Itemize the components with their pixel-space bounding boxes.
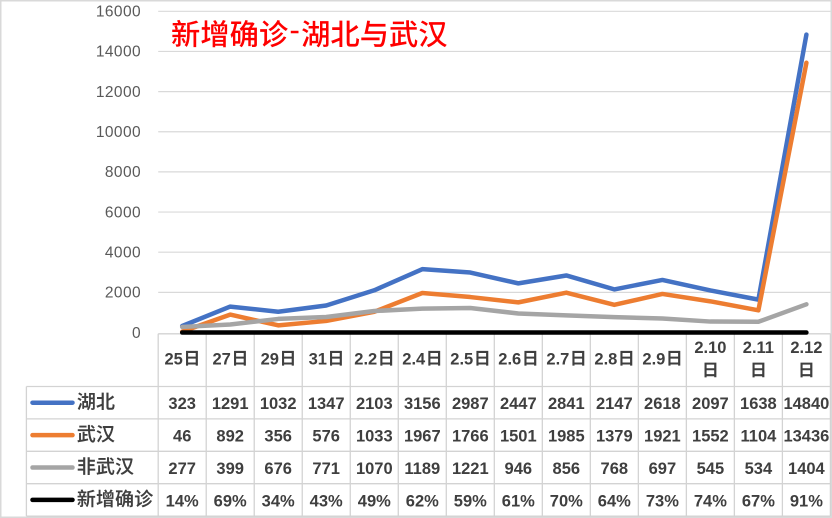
svg-text:1404: 1404 [788, 460, 826, 478]
svg-text:64%: 64% [598, 492, 631, 510]
svg-text:771: 771 [312, 460, 340, 478]
svg-text:43%: 43% [310, 492, 343, 510]
svg-text:69%: 69% [214, 492, 247, 510]
svg-text:399: 399 [216, 460, 244, 478]
svg-text:3156: 3156 [404, 395, 441, 413]
svg-text:4000: 4000 [105, 245, 141, 262]
svg-text:1033: 1033 [356, 428, 393, 446]
svg-text:14%: 14% [166, 492, 199, 510]
svg-text:1032: 1032 [260, 395, 297, 413]
svg-text:534: 534 [745, 460, 773, 478]
svg-text:1638: 1638 [740, 395, 777, 413]
svg-text:0: 0 [132, 325, 141, 342]
svg-text:31: 31 [309, 350, 327, 368]
svg-text:1291: 1291 [212, 395, 249, 413]
svg-text:13436: 13436 [783, 428, 829, 446]
svg-text:61%: 61% [502, 492, 535, 510]
svg-text:2.12: 2.12 [790, 339, 822, 357]
svg-text:768: 768 [601, 460, 629, 478]
svg-text:2987: 2987 [452, 395, 489, 413]
svg-text:2841: 2841 [548, 395, 585, 413]
svg-text:892: 892 [216, 428, 244, 446]
svg-text:2.9: 2.9 [642, 350, 665, 368]
svg-text:12000: 12000 [96, 84, 141, 101]
svg-text:67%: 67% [742, 492, 775, 510]
svg-text:73%: 73% [646, 492, 679, 510]
svg-text:10000: 10000 [96, 124, 141, 141]
svg-text:49%: 49% [358, 492, 391, 510]
svg-text:25: 25 [165, 350, 183, 368]
svg-text:697: 697 [649, 460, 677, 478]
svg-text:1347: 1347 [308, 395, 345, 413]
svg-text:2447: 2447 [500, 395, 537, 413]
svg-text:676: 676 [264, 460, 292, 478]
svg-text:946: 946 [505, 460, 533, 478]
svg-text:2.4: 2.4 [402, 350, 426, 368]
svg-text:545: 545 [697, 460, 725, 478]
svg-text:1501: 1501 [500, 428, 537, 446]
svg-text:62%: 62% [406, 492, 439, 510]
svg-text:6000: 6000 [105, 204, 141, 221]
svg-text:1379: 1379 [596, 428, 633, 446]
svg-text:356: 356 [264, 428, 292, 446]
svg-text:2.11: 2.11 [743, 339, 774, 357]
svg-text:70%: 70% [550, 492, 583, 510]
svg-text:8000: 8000 [105, 164, 141, 181]
svg-text:2.2: 2.2 [354, 350, 377, 368]
svg-text:277: 277 [168, 460, 196, 478]
svg-text:1552: 1552 [692, 428, 729, 446]
svg-text:1221: 1221 [452, 460, 489, 478]
svg-text:2097: 2097 [692, 395, 729, 413]
svg-text:1070: 1070 [356, 460, 393, 478]
svg-text:2000: 2000 [105, 285, 141, 302]
svg-text:856: 856 [553, 460, 581, 478]
svg-text:323: 323 [168, 395, 196, 413]
svg-text:2618: 2618 [644, 395, 681, 413]
svg-text:16000: 16000 [96, 4, 141, 21]
svg-text:576: 576 [312, 428, 340, 446]
svg-text:59%: 59% [454, 492, 487, 510]
svg-text:1104: 1104 [741, 428, 778, 446]
svg-text:2147: 2147 [596, 395, 633, 413]
svg-text:34%: 34% [262, 492, 295, 510]
svg-text:1189: 1189 [404, 460, 440, 478]
svg-text:29: 29 [261, 350, 279, 368]
svg-text:1985: 1985 [548, 428, 585, 446]
svg-text:2.6: 2.6 [498, 350, 521, 368]
svg-text:2103: 2103 [356, 395, 393, 413]
svg-text:14840: 14840 [783, 395, 829, 413]
svg-text:91%: 91% [790, 492, 823, 510]
svg-text:46: 46 [173, 428, 191, 446]
svg-text:2.8: 2.8 [594, 350, 617, 368]
svg-text:2.5: 2.5 [450, 350, 473, 368]
svg-text:1967: 1967 [404, 428, 441, 446]
svg-text:1921: 1921 [644, 428, 681, 446]
svg-text:27: 27 [213, 350, 231, 368]
svg-text:74%: 74% [694, 492, 727, 510]
svg-text:2.10: 2.10 [694, 339, 726, 357]
svg-text:2.7: 2.7 [546, 350, 569, 368]
svg-text:14000: 14000 [96, 44, 141, 61]
svg-text:1766: 1766 [452, 428, 489, 446]
